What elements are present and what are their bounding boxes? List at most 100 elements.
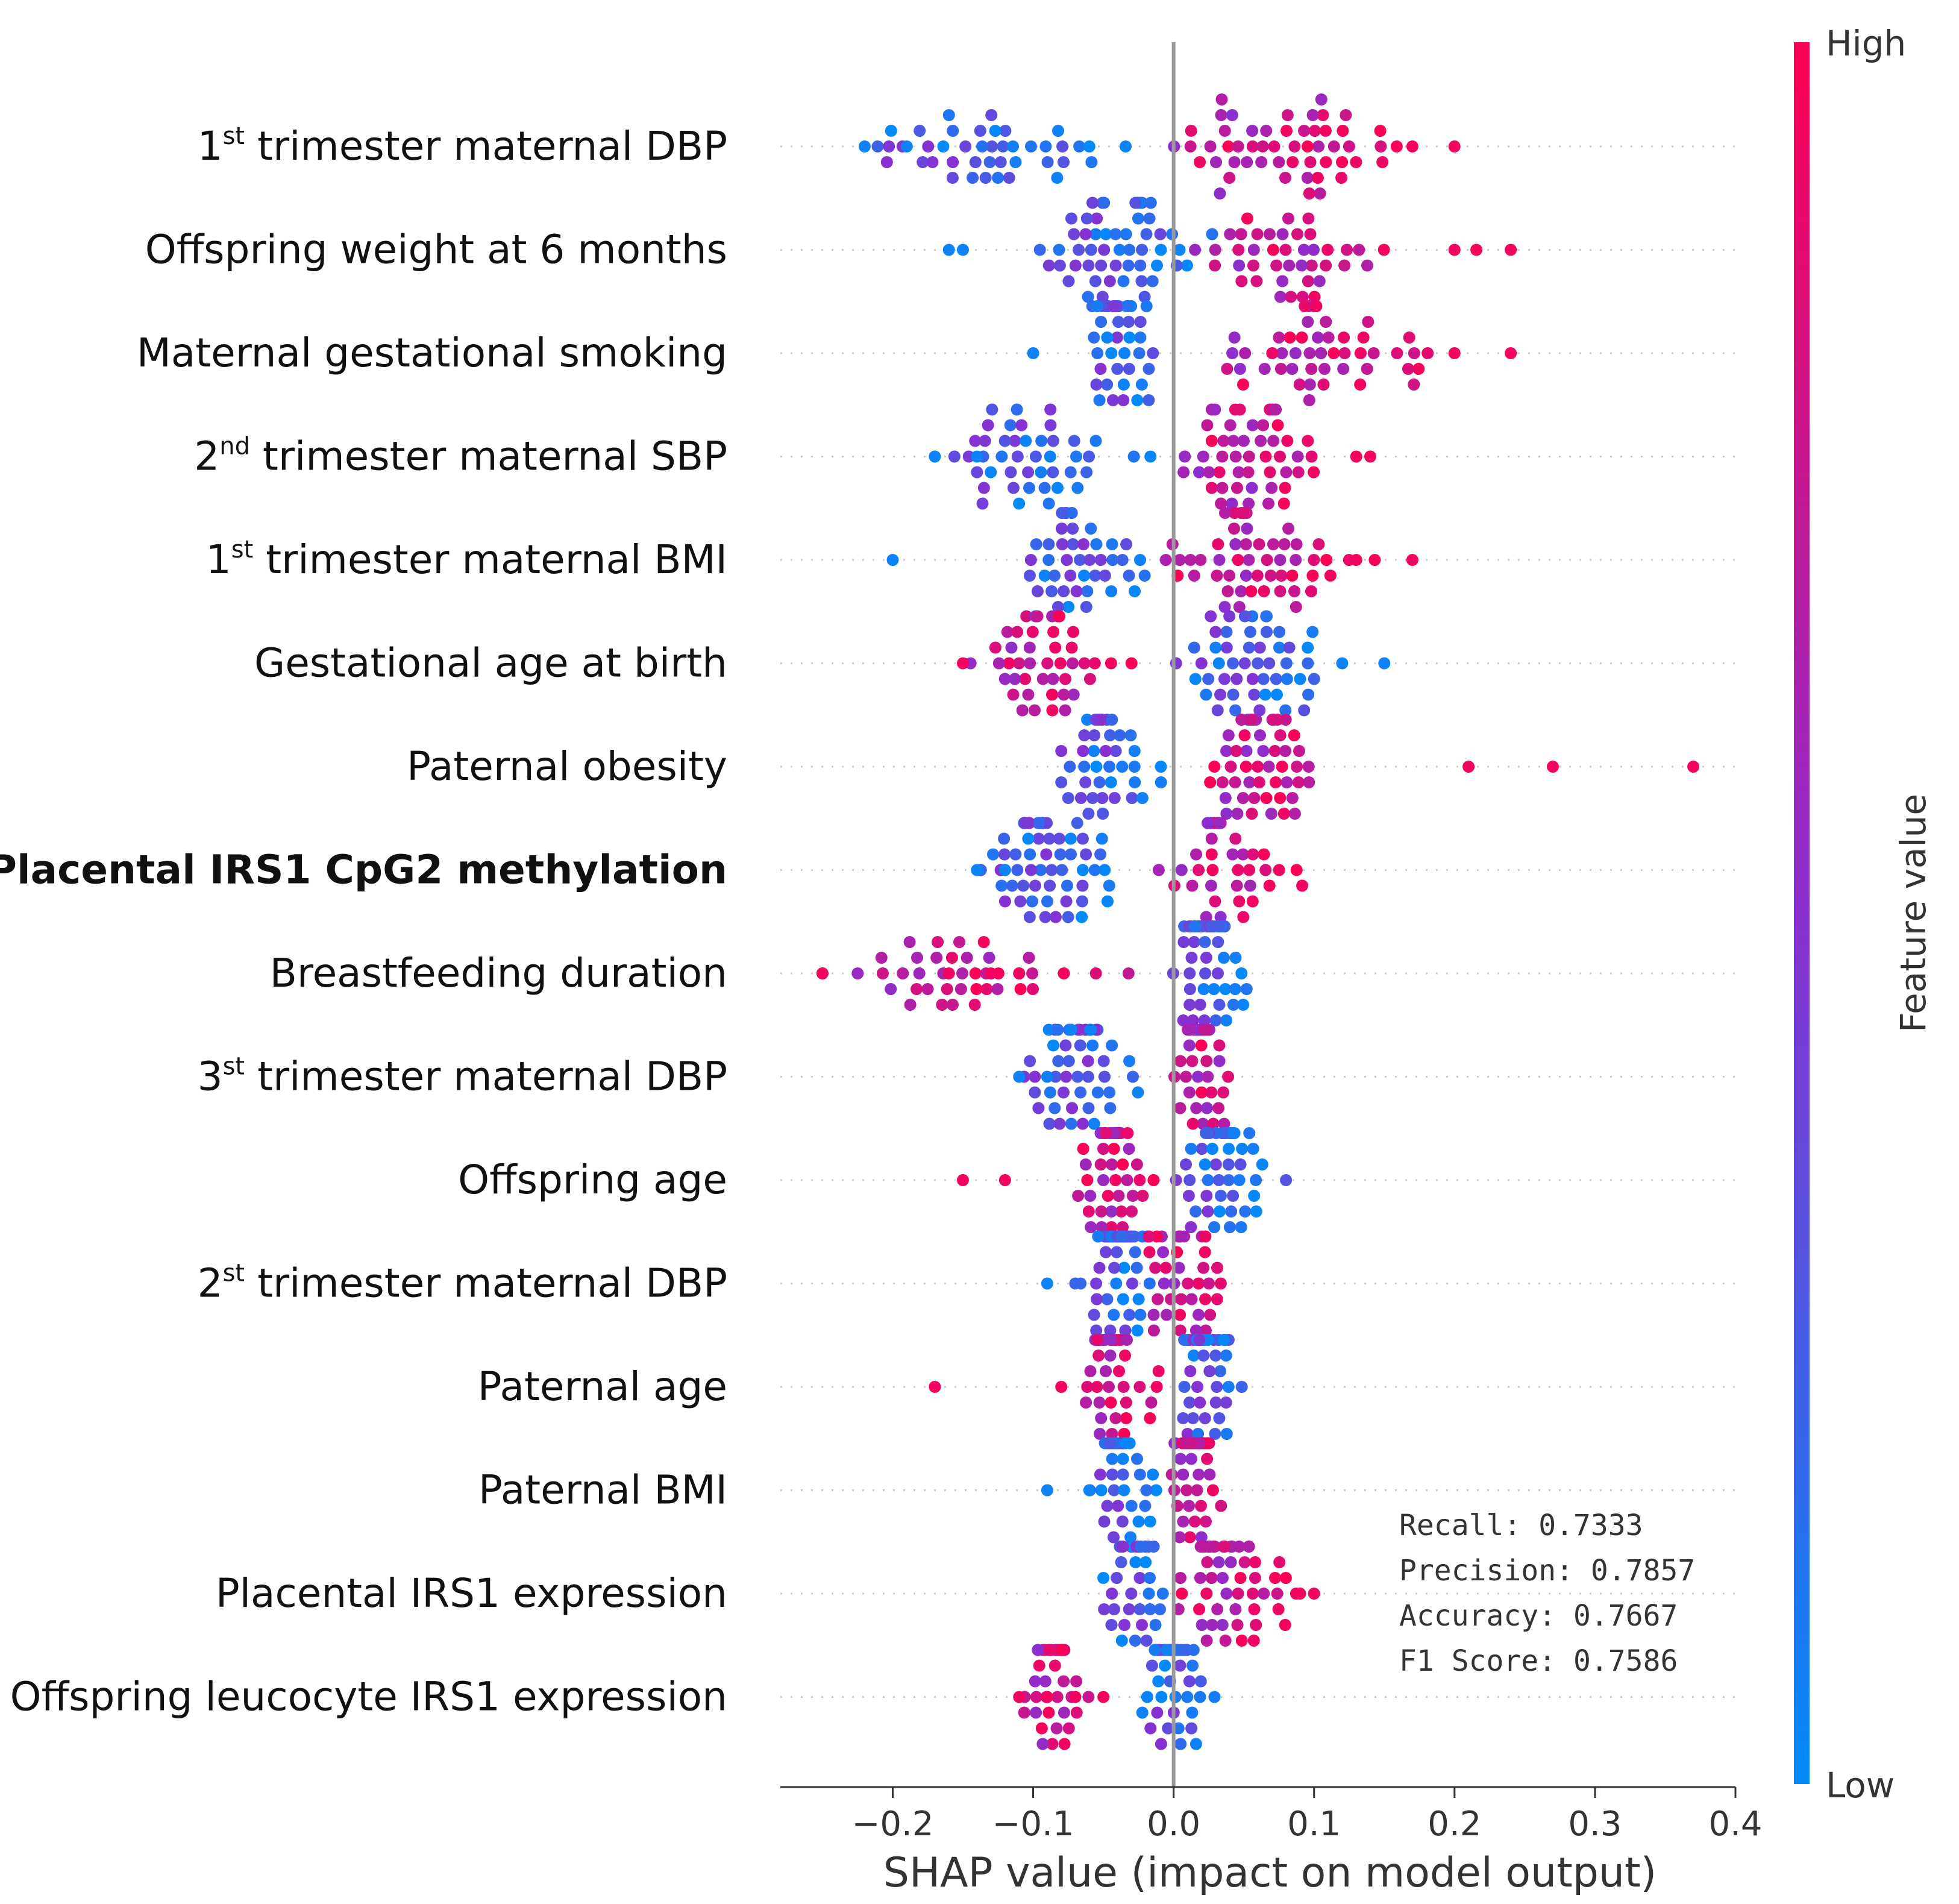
- shap-point: [1088, 657, 1101, 670]
- feature-label: Gestational age at birth: [254, 640, 727, 687]
- shap-point: [1283, 259, 1296, 272]
- shap-point: [1013, 967, 1026, 979]
- shap-point: [1136, 1706, 1149, 1719]
- shap-point: [1258, 1588, 1270, 1600]
- shap-point: [1235, 228, 1247, 240]
- shap-point: [1199, 1158, 1211, 1170]
- shap-point: [1076, 864, 1089, 876]
- shap-point: [1069, 1691, 1082, 1703]
- shap-point: [1302, 641, 1314, 654]
- shap-point: [1304, 228, 1317, 240]
- shap-point: [1057, 1086, 1070, 1099]
- shap-point: [1214, 688, 1226, 701]
- shap-point: [1197, 1261, 1210, 1274]
- shap-point: [1132, 1293, 1145, 1305]
- shap-point: [1147, 347, 1159, 359]
- shap-point: [1107, 394, 1119, 406]
- shap-point: [1142, 1588, 1155, 1600]
- shap-point: [1314, 187, 1326, 200]
- shap-point: [1043, 832, 1056, 845]
- shap-point: [1240, 745, 1253, 757]
- shap-point: [1129, 196, 1142, 209]
- shap-point: [1205, 610, 1217, 623]
- shap-point: [1462, 761, 1475, 773]
- shap-point: [1044, 450, 1056, 463]
- shap-point: [917, 156, 929, 168]
- shap-point: [942, 967, 955, 979]
- shap-point: [1199, 1023, 1211, 1036]
- shap-point: [1238, 729, 1251, 741]
- shap-point: [1022, 466, 1035, 479]
- shap-point: [1185, 1453, 1197, 1465]
- shap-point: [1206, 1619, 1218, 1631]
- shap-point: [1276, 347, 1288, 359]
- metric-precision: Precision: 0.7857: [1399, 1554, 1695, 1588]
- shap-point: [1214, 911, 1227, 923]
- shap-point: [1226, 848, 1239, 861]
- shap-point: [1082, 808, 1095, 820]
- shap-point: [1133, 1174, 1146, 1186]
- shap-point: [1263, 879, 1276, 892]
- shap-point: [1046, 688, 1058, 701]
- shap-point: [1203, 466, 1215, 479]
- shap-point: [1217, 435, 1230, 447]
- shap-point: [1041, 1070, 1053, 1083]
- shap-point: [1237, 435, 1250, 447]
- shap-point: [1091, 1086, 1104, 1099]
- shap-point: [1069, 259, 1082, 272]
- shap-point: [1247, 243, 1260, 256]
- shap-point: [1049, 911, 1062, 923]
- shap-point: [1274, 291, 1287, 303]
- shap-point: [1253, 641, 1266, 654]
- shap-point: [1235, 714, 1248, 726]
- shap-point: [1056, 507, 1068, 519]
- shap-point: [1097, 1691, 1110, 1703]
- shap-point: [1115, 1205, 1127, 1217]
- shap-point: [1243, 1127, 1256, 1139]
- shap-point: [1056, 523, 1068, 535]
- shap-point: [1180, 1484, 1193, 1497]
- shap-point: [1041, 156, 1054, 168]
- shap-point: [1089, 967, 1102, 979]
- shap-point: [1068, 435, 1080, 447]
- shap-point: [1053, 243, 1065, 256]
- shap-point: [1239, 347, 1252, 359]
- shap-point: [1320, 554, 1333, 566]
- shap-point: [1209, 895, 1221, 908]
- shap-point: [1255, 435, 1267, 447]
- shap-point: [1547, 761, 1559, 773]
- shap-point: [1058, 1675, 1070, 1688]
- shap-point: [1240, 570, 1252, 582]
- shap-point: [1134, 554, 1146, 566]
- shap-point: [1097, 808, 1109, 820]
- shap-point: [1247, 1635, 1260, 1647]
- shap-point: [1183, 1174, 1196, 1186]
- shap-point: [851, 967, 864, 979]
- shap-point: [1023, 570, 1036, 582]
- shap-point: [1005, 641, 1018, 654]
- shap-point: [1074, 792, 1087, 804]
- shap-point: [1134, 331, 1147, 344]
- x-tick-label: −0.2: [851, 1805, 933, 1844]
- shap-point: [904, 999, 917, 1011]
- shap-point: [1017, 879, 1030, 892]
- shap-point: [1505, 347, 1517, 359]
- shap-point: [1324, 570, 1337, 582]
- shap-point: [1029, 1675, 1041, 1688]
- shap-point: [1078, 657, 1091, 670]
- shap-point: [1212, 657, 1225, 670]
- shap-point: [1234, 1158, 1247, 1170]
- shap-point: [1179, 450, 1191, 463]
- shap-point: [1218, 601, 1231, 613]
- shap-point: [1117, 1453, 1129, 1465]
- shap-point: [1317, 109, 1329, 121]
- shap-point: [1421, 347, 1434, 359]
- shap-point: [1110, 1277, 1123, 1290]
- shap-point: [1302, 212, 1315, 225]
- shap-point: [1205, 832, 1218, 845]
- shap-point: [1031, 610, 1044, 623]
- shap-point: [1296, 879, 1308, 892]
- shap-point: [1104, 1324, 1117, 1337]
- shap-point: [1271, 419, 1284, 432]
- shap-point: [1302, 435, 1314, 447]
